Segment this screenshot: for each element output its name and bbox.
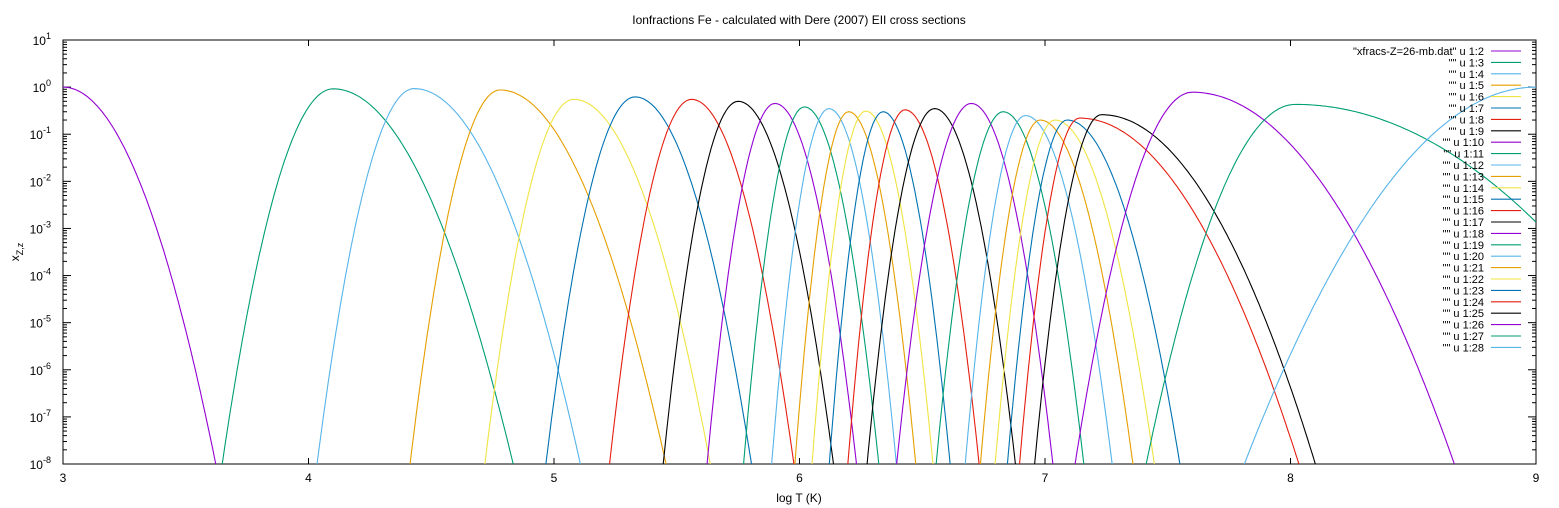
x-tick-label: 5	[551, 471, 558, 485]
legend-label: "" u 1:4	[1449, 69, 1484, 81]
y-tick-base: 10	[30, 458, 44, 472]
series-line-24	[1018, 117, 1300, 464]
series-curves	[63, 86, 1536, 464]
series-line-9	[662, 100, 835, 464]
x-tick-label: 7	[1042, 471, 1049, 485]
y-tick-base: 10	[30, 175, 44, 189]
series-line-25	[1034, 114, 1316, 464]
x-axis-ticks: 3 4 5 6 7 8 9	[60, 40, 1540, 485]
x-tick-label: 9	[1533, 471, 1540, 485]
y-axis-label-sub: Z,z	[15, 242, 25, 255]
legend-label: "" u 1:19	[1443, 240, 1484, 252]
y-tick-exp: 0	[46, 78, 51, 88]
series-line-10	[706, 102, 858, 464]
y-tick-exp: 1	[46, 31, 51, 41]
y-tick-base: 10	[33, 34, 47, 48]
legend-label: "" u 1:16	[1443, 206, 1484, 218]
legend-label: "" u 1:15	[1443, 194, 1484, 206]
legend-label: "" u 1:7	[1449, 103, 1484, 115]
y-tick-base: 10	[30, 222, 44, 236]
legend-label: "" u 1:22	[1443, 274, 1484, 286]
series-line-7	[545, 96, 753, 464]
y-tick-label: 101	[33, 31, 51, 48]
y-tick-base: 10	[30, 364, 44, 378]
series-line-4	[316, 88, 581, 464]
series-line-14	[811, 110, 934, 464]
y-tick-exp: -7	[43, 408, 51, 418]
y-tick-label: 10-5	[30, 314, 51, 331]
series-line-28	[1243, 86, 1536, 464]
y-tick-label: 10-2	[30, 172, 51, 189]
legend-label: "" u 1:20	[1443, 251, 1484, 263]
y-tick-label: 10-3	[30, 219, 51, 236]
y-tick-exp: -2	[43, 172, 51, 182]
legend-label: "" u 1:17	[1443, 217, 1484, 229]
legend-label: "" u 1:28	[1443, 342, 1484, 354]
legend: "xfracs-Z=26-mb.dat" u 1:2"" u 1:3"" u 1…	[1353, 46, 1521, 354]
series-line-2	[63, 86, 217, 464]
y-axis-label-base: x	[8, 255, 22, 261]
series-line-17	[866, 108, 1016, 464]
legend-label: "" u 1:6	[1449, 92, 1484, 104]
chart-title: Ionfractions Fe - calculated with Dere (…	[632, 13, 965, 27]
series-line-8	[608, 98, 795, 464]
legend-label: "" u 1:11	[1443, 149, 1484, 161]
y-tick-label: 100	[33, 78, 51, 95]
legend-label: "" u 1:13	[1443, 171, 1484, 183]
series-line-6	[484, 98, 711, 464]
y-tick-exp: -3	[43, 219, 51, 229]
y-tick-base: 10	[30, 411, 44, 425]
y-tick-exp: -5	[43, 314, 51, 324]
y-tick-exp: -1	[43, 125, 51, 135]
legend-label: "" u 1:10	[1443, 137, 1484, 149]
series-line-11	[743, 106, 880, 464]
legend-label: "" u 1:14	[1443, 183, 1484, 195]
y-tick-label: 10-7	[30, 408, 51, 425]
series-line-26	[1074, 91, 1455, 464]
x-tick-label: 3	[60, 471, 67, 485]
series-line-19	[935, 111, 1085, 464]
legend-label: "xfracs-Z=26-mb.dat" u 1:2	[1353, 46, 1484, 58]
series-line-20	[964, 114, 1113, 464]
legend-label: "" u 1:23	[1443, 285, 1484, 297]
y-tick-base: 10	[30, 270, 44, 284]
series-line-13	[794, 111, 917, 464]
series-line-5	[409, 89, 667, 464]
y-tick-base: 10	[30, 317, 44, 331]
x-tick-label: 8	[1287, 471, 1294, 485]
legend-label: "" u 1:9	[1449, 126, 1484, 138]
series-line-12	[771, 108, 897, 464]
legend-label: "" u 1:21	[1443, 263, 1484, 275]
y-tick-label: 10-8	[30, 455, 51, 472]
legend-label: "" u 1:12	[1443, 160, 1484, 172]
y-tick-label: 10-1	[30, 125, 51, 142]
legend-label: "" u 1:5	[1449, 80, 1484, 92]
y-tick-label: 10-6	[30, 361, 51, 378]
x-axis-label: log T (K)	[776, 491, 822, 505]
y-tick-exp: -8	[43, 455, 51, 465]
series-line-15	[828, 111, 951, 464]
y-tick-base: 10	[33, 81, 47, 95]
legend-label: "" u 1:8	[1449, 114, 1484, 126]
series-line-16	[847, 109, 980, 464]
y-tick-exp: -6	[43, 361, 51, 371]
legend-label: "" u 1:26	[1443, 320, 1484, 332]
legend-label: "" u 1:3	[1449, 57, 1484, 69]
legend-label: "" u 1:25	[1443, 308, 1484, 320]
y-tick-label: 10-4	[30, 267, 51, 284]
series-line-3	[221, 88, 514, 464]
y-axis-label: xZ,z	[8, 242, 25, 261]
series-line-27	[1145, 103, 1536, 464]
y-tick-base: 10	[30, 128, 44, 142]
legend-label: "" u 1:18	[1443, 228, 1484, 240]
y-tick-exp: -4	[43, 267, 51, 277]
legend-label: "" u 1:24	[1443, 297, 1484, 309]
x-tick-label: 4	[305, 471, 312, 485]
x-tick-label: 6	[796, 471, 803, 485]
legend-label: "" u 1:27	[1443, 331, 1484, 343]
